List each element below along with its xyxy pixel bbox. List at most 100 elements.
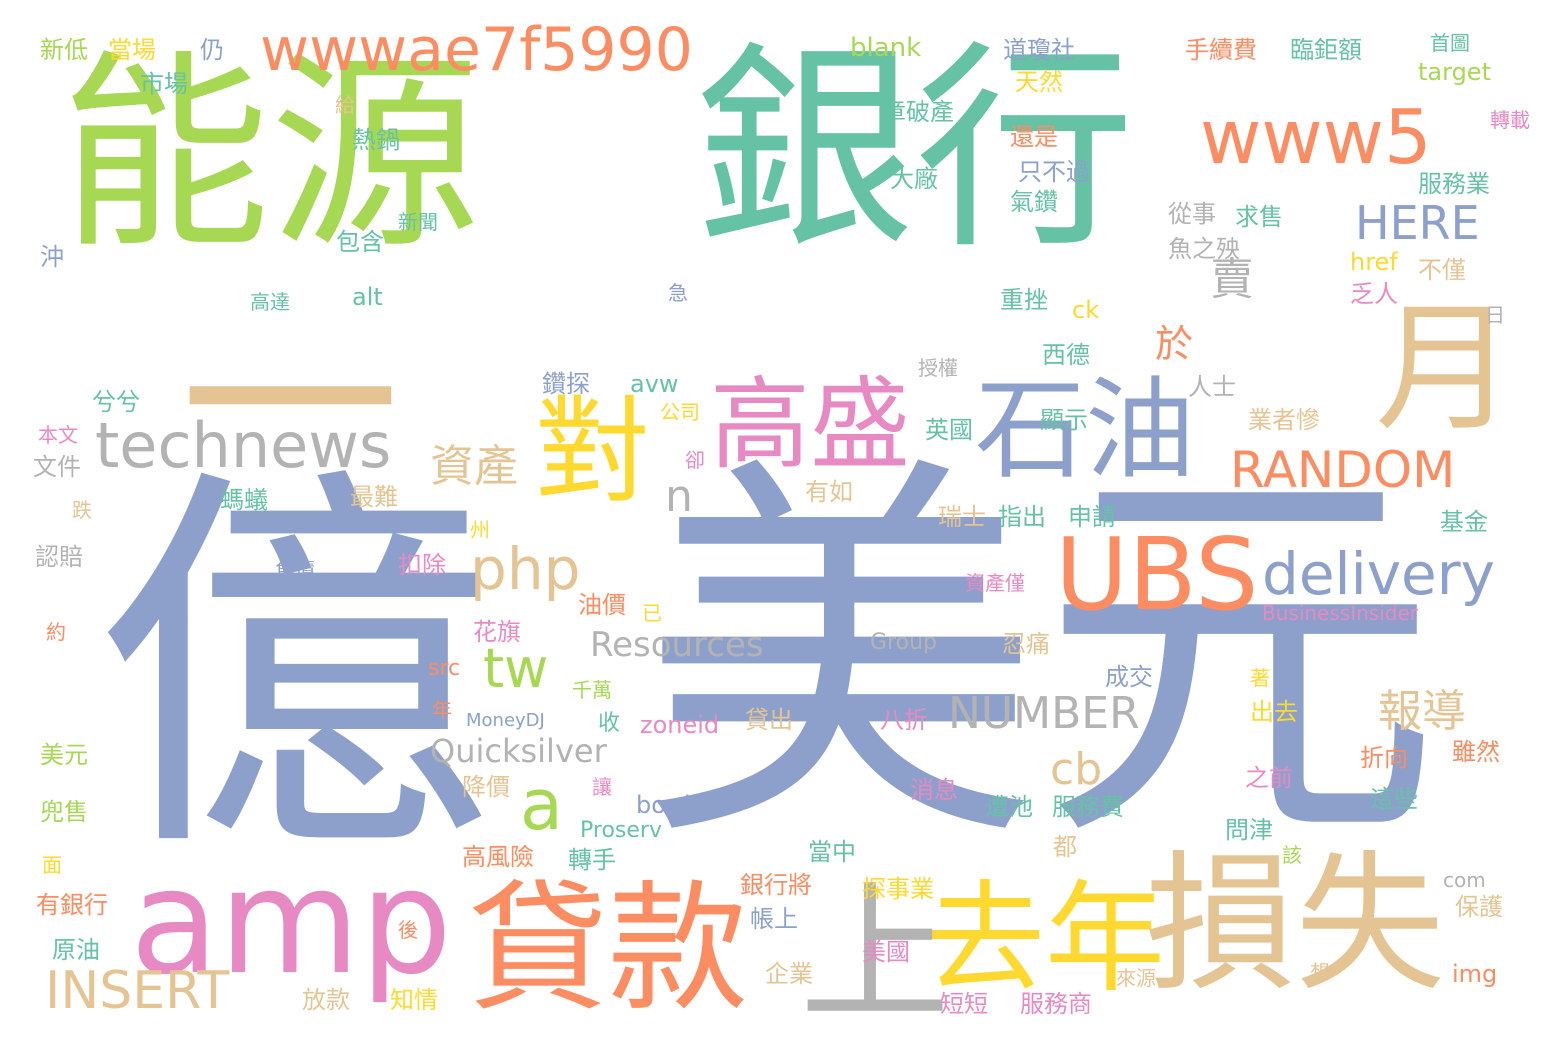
word-cjk-101: 忍痛 — [1002, 630, 1050, 658]
word-cjk-62: 高達 — [250, 290, 290, 314]
word-cjk-55: 從事 — [1168, 200, 1216, 228]
word-cjk-112: 出去 — [1250, 698, 1298, 726]
word-com: com — [1443, 868, 1486, 892]
word-quicksilver: Quicksilver — [430, 732, 607, 770]
word-php: php — [470, 535, 581, 603]
word-cjk-12: 對 — [535, 385, 651, 519]
word-cjk-28: 資產 — [430, 441, 518, 492]
word-cjk-30: 賣 — [1210, 254, 1254, 305]
word-ck: ck — [1072, 296, 1100, 324]
word-cjk-91: 認賠 — [35, 543, 83, 571]
word-a: a — [520, 764, 563, 846]
word-cjk-56: 求售 — [1235, 203, 1283, 231]
word-cjk-34: 新低 — [40, 36, 88, 64]
word-cjk-77: 顯示 — [1040, 406, 1088, 434]
word-cjk-133: 銀行將 — [740, 871, 812, 899]
word-cjk-74: 人士 — [1188, 373, 1236, 401]
word-cjk-116: 降價 — [462, 773, 510, 801]
word-cjk-9: 去年 — [925, 870, 1165, 1009]
word-cjk-129: 轉手 — [568, 846, 616, 874]
word-cjk-131: 都 — [1053, 833, 1077, 861]
word-here: HERE — [1355, 196, 1480, 250]
word-alt: alt — [352, 283, 383, 311]
word-cjk-88: 基金 — [1440, 508, 1488, 536]
word-cjk-106: 年 — [432, 698, 452, 722]
word-cjk-13: 高盛 — [710, 366, 910, 483]
word-cjk-78: 英國 — [925, 416, 973, 444]
word-cjk-69: 西德 — [1042, 341, 1090, 369]
word-cjk-76: 公司 — [660, 400, 700, 424]
word-cjk-135: 有銀行 — [36, 891, 108, 919]
word-cjk-75: 業者慘 — [1248, 406, 1320, 434]
word-cjk-120: 兜售 — [40, 798, 88, 826]
word-href: href — [1350, 248, 1398, 276]
word-blank: blank — [850, 33, 922, 63]
word-cjk-130: 當中 — [808, 838, 856, 866]
word-number: NUMBER — [948, 688, 1140, 739]
word-cjk-44: 天然 — [1015, 68, 1063, 96]
word-businessinsider: BusinessInsider — [1262, 601, 1418, 625]
word-cjk-51: 只不過 — [1018, 158, 1090, 186]
word-cjk-70: 授權 — [918, 356, 958, 380]
word-cjk-114: 雖然 — [1452, 738, 1500, 766]
word-cjk-118: 之前 — [1245, 764, 1293, 792]
word-src: src — [428, 656, 461, 681]
word-technews: technews — [95, 409, 392, 482]
word-cjk-47: 熱鍋 — [352, 126, 400, 154]
word-cjk-79: 本文 — [38, 423, 78, 447]
word-wwwae7f5990: wwwae7f5990 — [260, 15, 693, 85]
word-cjk-10: 上 — [800, 868, 951, 1042]
word-cjk-111: 八折 — [880, 706, 928, 734]
word-cjk-31: 於 — [1155, 322, 1194, 366]
word-cjk-46: 章破產 — [882, 98, 954, 126]
word-insert: INSERT — [45, 961, 230, 1021]
word-delivery: delivery — [1262, 540, 1495, 608]
word-cjk-5: 月 — [1375, 288, 1516, 451]
word-cjk-113: 美元 — [40, 741, 88, 769]
word-cjk-49: 轉載 — [1490, 108, 1530, 132]
word-cjk-143: 想 — [1310, 960, 1330, 984]
word-cjk-66: 乏人 — [1350, 280, 1398, 308]
word-cjk-117: 讓 — [592, 775, 612, 799]
word-group: Group — [870, 630, 937, 655]
word-cjk-95: 油價 — [578, 591, 626, 619]
word-cjk-54: 新聞 — [398, 210, 438, 234]
word-cjk-81: 卻 — [685, 448, 705, 472]
word-cjk-87: 申請 — [1068, 503, 1116, 531]
word-cjk-136: 探事業 — [862, 875, 934, 903]
word-cjk-104: 成交 — [1105, 663, 1153, 691]
word-cjk-137: 帳上 — [750, 905, 798, 933]
word-cjk-138: 保護 — [1455, 893, 1503, 921]
word-random: RANDOM — [1230, 441, 1456, 499]
word-cjk-141: 美國 — [862, 938, 910, 966]
word-cjk-40: 手續費 — [1185, 36, 1257, 64]
word-cjk-89: 跌 — [72, 498, 92, 522]
word-cjk-36: 仍 — [200, 36, 224, 64]
word-cjk-0: 能源 — [60, 32, 481, 277]
word-cjk-2: 億 — [95, 437, 495, 902]
word-cjk-123: 服務費 — [1052, 793, 1124, 821]
word-cjk-98: 約 — [46, 620, 66, 644]
word-border: border — [636, 791, 716, 819]
word-cjk-92: 負債 — [275, 558, 315, 582]
word-cjk-142: 企業 — [765, 960, 813, 988]
word-cjk-8: 貸款 — [468, 868, 749, 1031]
word-cjk-48: 還是 — [1010, 123, 1058, 151]
word-cjk-7: 損失 — [1145, 838, 1446, 1012]
word-amp: amp — [130, 838, 453, 1007]
word-cjk-4: 一 — [180, 277, 401, 533]
word-cjk-6: 石油 — [975, 366, 1195, 494]
word-cjk-108: 收 — [598, 711, 621, 736]
word-cjk-139: 後 — [398, 918, 418, 942]
word-img: img — [1452, 960, 1498, 988]
word-n: n — [665, 471, 693, 522]
word-cjk-57: 包含 — [336, 228, 384, 256]
word-cjk-132: 該 — [1282, 843, 1302, 867]
word-cjk-80: 文件 — [33, 453, 81, 481]
word-cjk-83: 最難 — [350, 483, 398, 511]
word-cjk-124: 這些 — [1370, 785, 1418, 813]
word-cjk-1: 銀行 — [695, 22, 1136, 278]
word-cjk-126: 問津 — [1225, 816, 1273, 844]
word-cjk-110: 貸出 — [745, 706, 793, 734]
